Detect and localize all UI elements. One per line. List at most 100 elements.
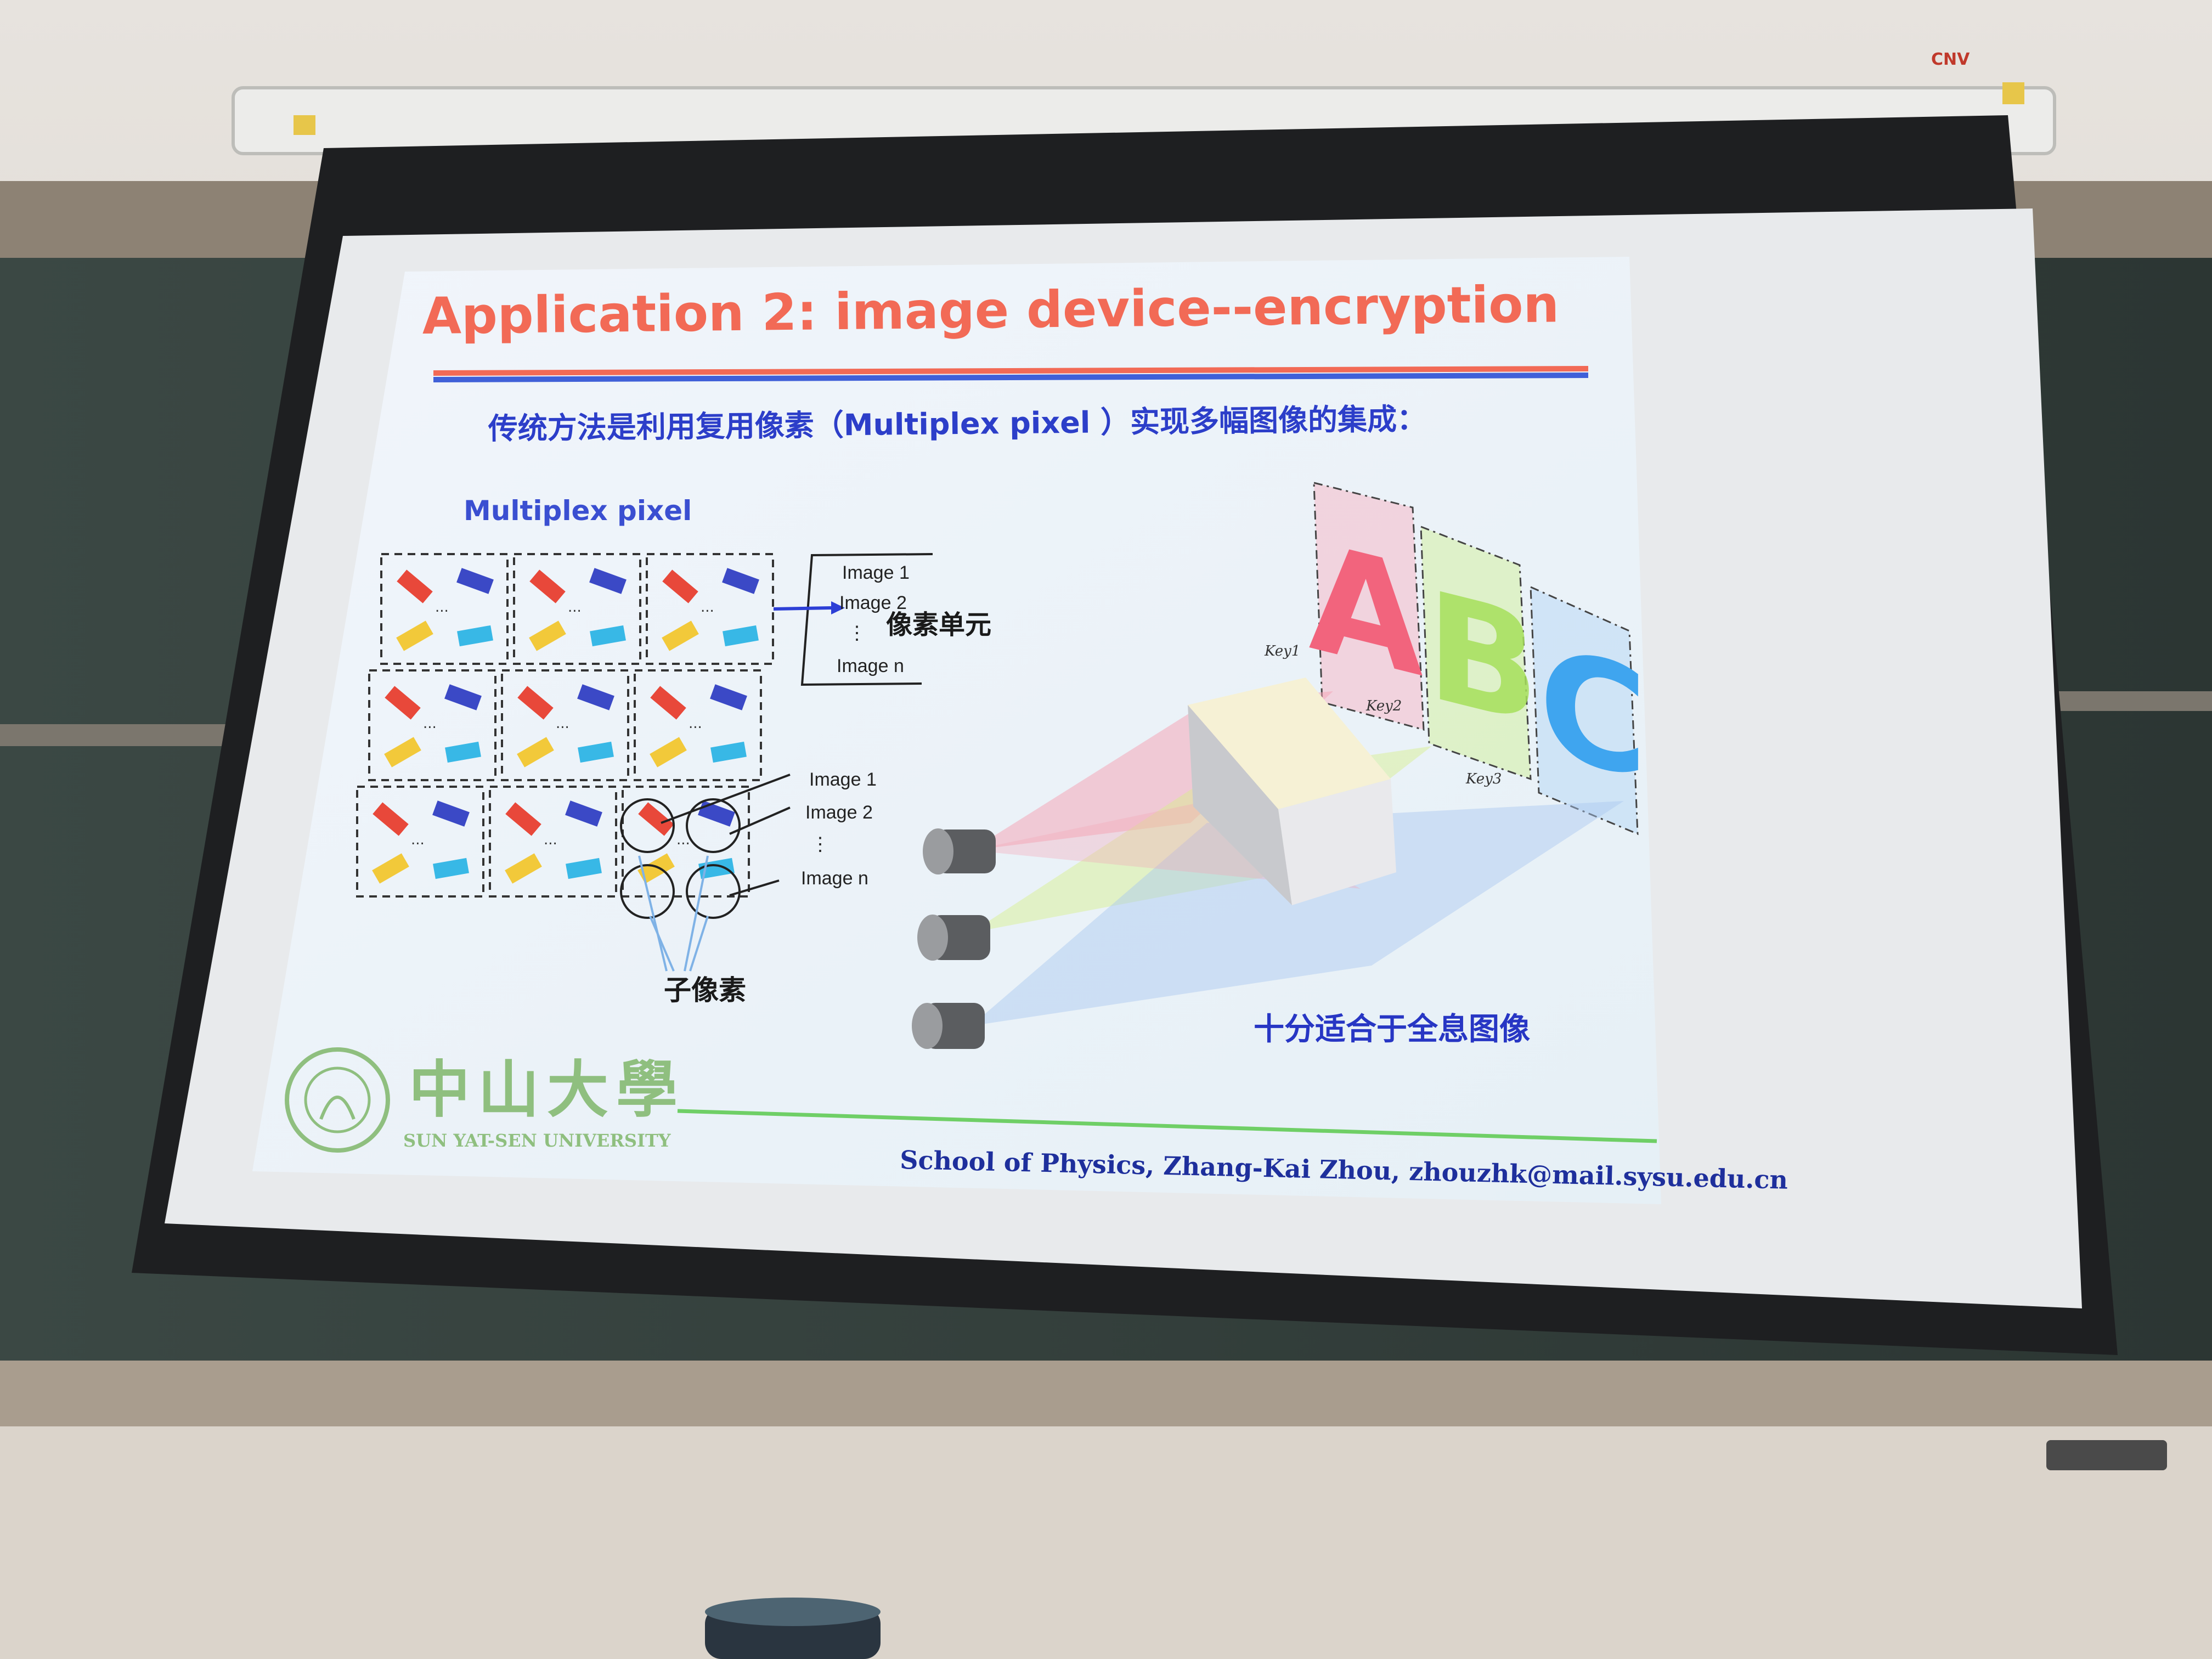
subpixel-bar (637, 853, 675, 884)
subpixel-bar (662, 620, 699, 651)
subpixel-bar (698, 800, 735, 827)
subpixel-bar (722, 568, 759, 594)
cup-rim (705, 1598, 881, 1626)
subpixel-bar (432, 800, 470, 827)
hologram-letter-c: C (1539, 614, 1647, 814)
blackboard-gap-1 (0, 724, 230, 746)
subpixel-bar (445, 741, 481, 763)
subpixel-bar (638, 802, 674, 836)
subpixel-bar (517, 737, 554, 768)
subpixel-bar (397, 569, 433, 603)
laser-source-2 (917, 915, 990, 961)
subpixel-bar (590, 625, 626, 647)
beam-blue (971, 801, 1624, 1026)
subpixel-bar (384, 737, 421, 768)
subpixel-bar (529, 620, 566, 651)
projector-brand: CNV (1931, 50, 1970, 69)
leader-line-3 (729, 879, 780, 896)
subpixel-arrow-4 (684, 855, 709, 972)
subpixel-bar (650, 737, 687, 768)
footer-green-line (677, 1109, 1657, 1143)
plane-a (1313, 482, 1425, 731)
subpixel-bar (385, 686, 421, 720)
blackboard-rail (0, 1361, 2212, 1426)
pixel-unit-arrow (773, 606, 832, 611)
subpixel-bar (577, 684, 614, 710)
blackboard-gap-2 (2052, 691, 2212, 711)
image-list-bottom-4: Image n (801, 868, 868, 889)
multiplex-pixel-grid: ........................... (356, 553, 774, 919)
subpixel-bar (578, 741, 614, 763)
slide (252, 257, 1661, 1204)
pixel-unit-arrowhead (831, 601, 845, 614)
pixel-dots: ... (423, 715, 437, 732)
screen-bracket-right (2002, 82, 2024, 104)
screen-bracket-left (294, 115, 315, 135)
subpixel-highlight-circle (620, 864, 675, 919)
title-underline-blue (433, 373, 1589, 382)
pixel-dots: ... (689, 715, 702, 732)
university-name-en: SUN YAT-SEN UNIVERSITY (403, 1130, 672, 1151)
subpixel-highlight-circle (620, 798, 675, 853)
subpixel-bar (505, 853, 542, 884)
subpixel-bar (433, 857, 469, 879)
leader-line-2 (729, 806, 791, 835)
key-label-2: Key2 (1365, 698, 1402, 714)
image-list-top-2: Image 2 (839, 592, 907, 613)
subpixel-bar (710, 741, 747, 763)
subpixel-arrow-1 (649, 916, 675, 972)
subpixel-bar (529, 569, 566, 603)
hologram-block-front (1188, 705, 1292, 905)
laser-source-3 (912, 1003, 985, 1049)
key-label-3: Key3 (1465, 771, 1502, 787)
subpixel-bar (372, 853, 409, 884)
subpixel-bar (456, 568, 494, 594)
university-name-cn: 中山大學 (409, 1054, 685, 1126)
subpixel-arrow-3 (638, 855, 668, 972)
pixel-dots: ... (435, 599, 449, 616)
subpixel-bar (662, 569, 698, 603)
leader-line-1 (661, 774, 791, 824)
subpixel-arrow-2 (689, 916, 709, 972)
title-underline-red (433, 366, 1589, 376)
floor-wall (0, 1426, 2212, 1659)
subpixel-bar (373, 802, 409, 836)
subpixel-label: 子像素 (664, 974, 746, 1006)
subpixel-bar (723, 625, 759, 647)
key-label-1: Key1 (1264, 643, 1300, 659)
image-list-top-1: Image 1 (842, 562, 910, 583)
plane-b (1420, 525, 1532, 781)
subpixel-bar (710, 684, 747, 710)
pixel-dots: ... (544, 832, 557, 848)
image-list-bottom-2: Image 2 (805, 802, 873, 823)
subpixel-bar (444, 684, 482, 710)
image-list-top-3: ⋮ (848, 623, 866, 644)
pixel-dots: ... (411, 832, 425, 848)
hologram-block-top (1188, 678, 1391, 809)
subpixel-bar (650, 686, 686, 720)
subpixel-bar (566, 857, 602, 879)
hologram-caption: 十分适合于全息图像 (1254, 1012, 1530, 1047)
pixel-dots: ... (568, 599, 582, 616)
multiplex-pixel-heading: Multiplex pixel (464, 495, 692, 527)
subpixel-bar (396, 620, 433, 651)
subpixel-highlight-circle (686, 798, 741, 853)
hologram-letter-b: B (1426, 558, 1539, 759)
image-list-bracket-top (800, 553, 933, 686)
pixel-dots: ... (701, 599, 714, 616)
pixel-dots: ... (556, 715, 569, 732)
pixel-unit-label: 像素单元 (886, 610, 991, 640)
subpixel-bar (517, 686, 554, 720)
subpixel-bar (589, 568, 627, 594)
hologram-letter-a: A (1308, 510, 1424, 712)
chalk-tray (2046, 1440, 2167, 1470)
slide-title: Application 2: image device--encryption (422, 275, 1559, 346)
subpixel-bar (698, 857, 735, 879)
image-list-bottom-3: ⋮ (811, 834, 830, 855)
image-list-top-4: Image n (837, 656, 904, 676)
hologram-block-side (1278, 779, 1396, 905)
image-list-bottom-1: Image 1 (809, 769, 877, 790)
subpixel-bar (565, 800, 602, 827)
subpixel-bar (505, 802, 541, 836)
